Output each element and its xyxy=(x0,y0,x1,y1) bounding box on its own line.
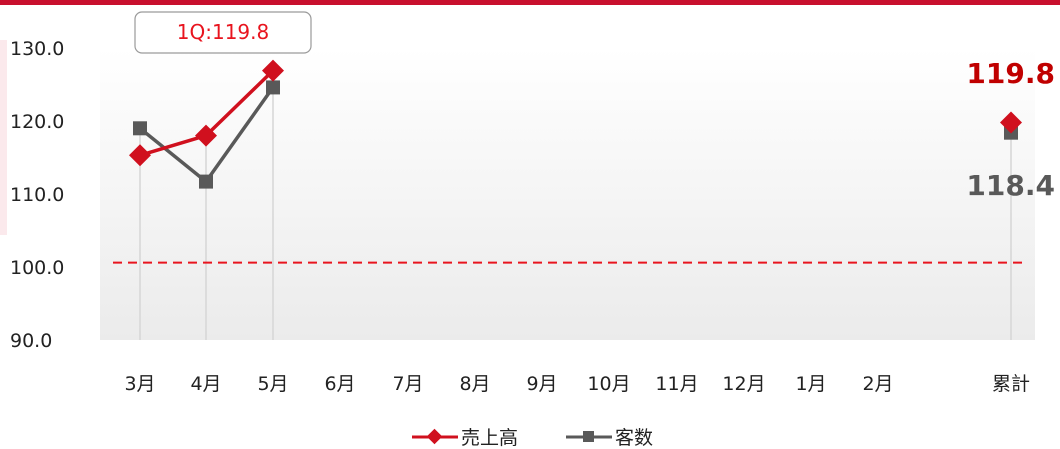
series-sales xyxy=(129,59,1022,167)
x-tick-label: 2月 xyxy=(862,373,893,395)
callout-box xyxy=(134,11,312,54)
callout-1q: 1Q:119.8 xyxy=(134,11,312,54)
side-accent-strip xyxy=(0,40,7,235)
x-tick-label: 7月 xyxy=(392,373,423,395)
x-tick-label: 6月 xyxy=(324,373,355,395)
data-point xyxy=(199,174,213,189)
y-tick-label: 90.0 xyxy=(10,330,52,352)
y-tick-label: 110.0 xyxy=(10,184,64,206)
y-tick-label: 130.0 xyxy=(10,38,64,60)
y-tick-label: 120.0 xyxy=(10,111,64,133)
total-customers-label: 118.4 xyxy=(966,169,1055,202)
x-tick-label: 4月 xyxy=(190,373,221,395)
data-point xyxy=(266,80,280,95)
data-point xyxy=(262,59,284,82)
x-tick-label: 12月 xyxy=(722,373,765,395)
legend-customers-label: 客数 xyxy=(615,427,653,449)
legend-sales-label: 売上高 xyxy=(461,427,518,449)
x-tick-label: 10月 xyxy=(587,373,630,395)
x-tick-label: 9月 xyxy=(526,373,557,395)
legend-customers: 客数 xyxy=(566,427,653,449)
x-tick-label: 1月 xyxy=(795,373,826,395)
data-point xyxy=(133,121,147,136)
legend: 売上高 客数 xyxy=(412,427,653,449)
data-point xyxy=(129,144,151,167)
x-tick-label: 3月 xyxy=(124,373,155,395)
x-tick-label: 11月 xyxy=(655,373,698,395)
x-tick-label: 累計 xyxy=(992,373,1030,395)
data-point xyxy=(1000,111,1022,134)
x-tick-label: 5月 xyxy=(257,373,288,395)
data-point xyxy=(195,124,217,147)
legend-sales: 売上高 xyxy=(412,427,518,449)
legend-sales-marker xyxy=(426,428,443,445)
y-tick-label: 100.0 xyxy=(10,257,64,279)
plot-area xyxy=(100,48,1035,340)
callout-label: 1Q:119.8 xyxy=(177,20,269,44)
x-tick-label: 8月 xyxy=(459,373,490,395)
legend-customers-marker xyxy=(583,431,594,442)
top-accent-bar xyxy=(0,0,1060,5)
total-sales-label: 119.8 xyxy=(966,57,1055,90)
